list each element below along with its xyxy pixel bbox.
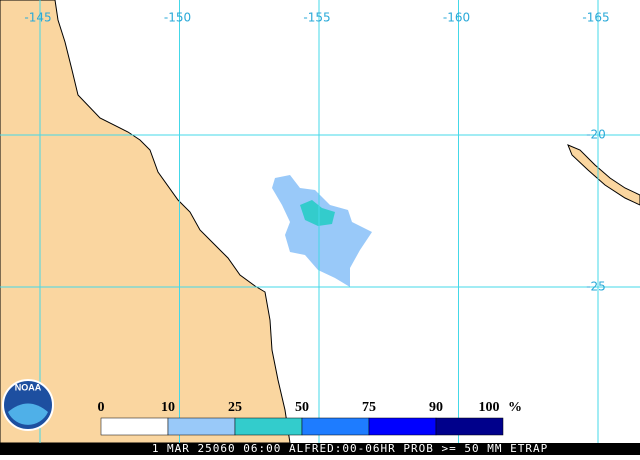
legend-unit: %: [508, 400, 522, 415]
lon-label: -155: [303, 11, 330, 25]
footer-bar: [0, 443, 640, 455]
lon-label: -145: [24, 11, 51, 25]
precip-core: [300, 200, 335, 226]
logo-text: NOAA: [15, 382, 42, 392]
lon-label: -150: [164, 11, 191, 25]
legend-swatch: [435, 417, 504, 436]
precip-area: [272, 175, 372, 287]
graticule: -145 -150 -155 -160 -165 -20 -25: [0, 0, 640, 443]
legend-label: 10: [161, 400, 175, 415]
island: [567, 144, 640, 206]
lat-label: -20: [586, 128, 606, 142]
footer-text: 1 MAR 25060 06:00 ALFRED:00-06HR PROB >=…: [152, 442, 548, 455]
lat-label: -25: [586, 280, 606, 294]
legend-label: 90: [429, 400, 443, 415]
legend: 0 10 25 50 75 90 100%: [98, 400, 522, 436]
legend-label: 100: [479, 400, 500, 415]
legend-label: 0: [98, 400, 105, 415]
lon-label: -160: [443, 11, 470, 25]
lon-label: -165: [582, 11, 609, 25]
legend-swatch: [100, 417, 169, 436]
logo: NOAA: [2, 379, 54, 431]
legend-label: 75: [362, 400, 376, 415]
legend-swatch: [368, 417, 437, 436]
legend-swatch: [234, 417, 303, 436]
legend-swatch: [167, 417, 236, 436]
legend-label: 25: [228, 400, 242, 415]
legend-label: 50: [295, 400, 309, 415]
land: [0, 0, 291, 444]
logo-wave: [8, 403, 48, 425]
legend-swatch: [301, 417, 370, 436]
